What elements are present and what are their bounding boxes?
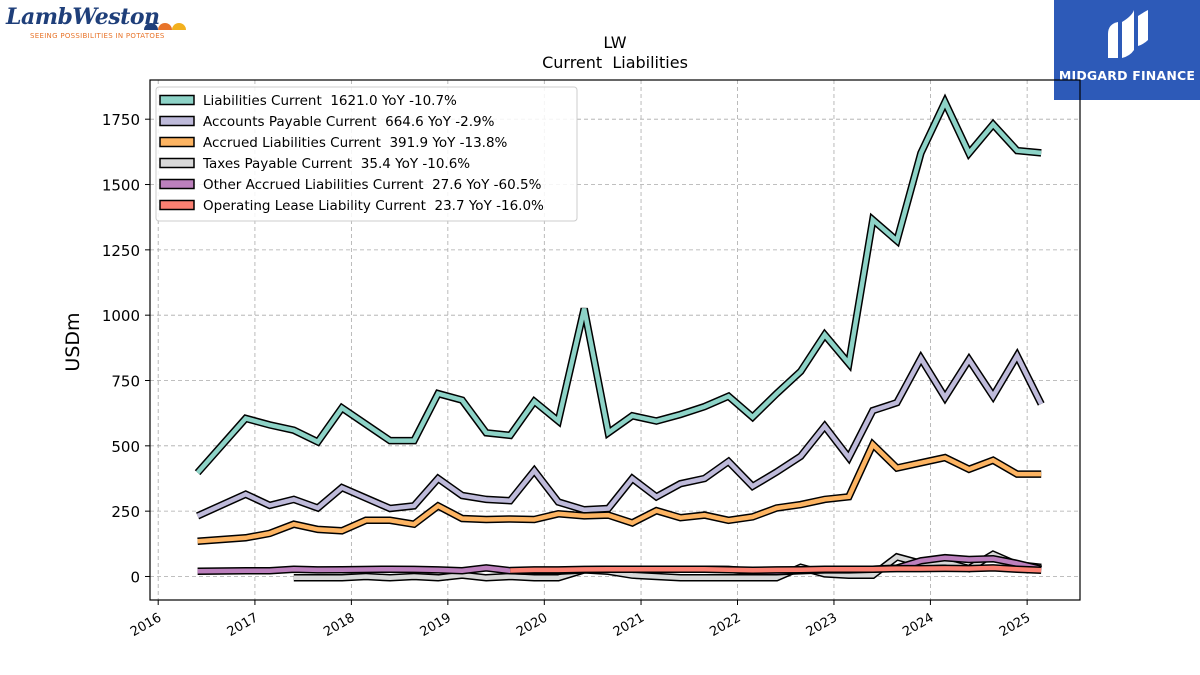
y-tick-label: 0 xyxy=(130,568,140,586)
legend-label: Accrued Liabilities Current 391.9 YoY -1… xyxy=(203,135,508,151)
y-tick-label: 1000 xyxy=(102,307,140,325)
partner-logo-text: MIDGARD FINANCE xyxy=(1058,68,1196,83)
x-tick-label: 2019 xyxy=(418,610,454,640)
legend-label: Liabilities Current 1621.0 YoY -10.7% xyxy=(203,93,457,109)
legend-swatch xyxy=(159,157,195,169)
logo-dots-icon xyxy=(144,23,186,30)
legend-label: Other Accrued Liabilities Current 27.6 Y… xyxy=(203,177,542,193)
plot-frame xyxy=(149,79,1081,601)
legend-label: Taxes Payable Current 35.4 YoY -10.6% xyxy=(202,156,470,172)
chart-subtitle: Current Liabilities xyxy=(542,53,688,72)
legend-label: Accounts Payable Current 664.6 YoY -2.9% xyxy=(203,114,495,130)
x-tick-label: 2020 xyxy=(514,610,550,640)
y-axis-label: USDm xyxy=(62,312,84,371)
midgard-emblem-icon xyxy=(1108,10,1148,58)
y-tick-label: 250 xyxy=(111,503,140,521)
company-logo-text: LambWeston xyxy=(6,4,160,30)
series-6 xyxy=(510,564,1042,575)
y-tick-label: 1750 xyxy=(102,111,140,129)
series-line xyxy=(196,351,1044,518)
x-tick-label: 2018 xyxy=(321,610,357,640)
x-tick-label: 2017 xyxy=(225,610,261,640)
legend-swatch xyxy=(159,199,195,211)
series-2 xyxy=(196,347,1045,520)
series-line xyxy=(195,96,1042,475)
midgard-finance-logo: MIDGARD FINANCE xyxy=(1054,0,1200,100)
x-tick-label: 2021 xyxy=(611,610,647,640)
legend: Liabilities Current 1621.0 YoY -10.7% Acc… xyxy=(155,86,578,222)
legend-swatch xyxy=(159,115,195,127)
legend-swatch xyxy=(159,178,195,190)
x-axis-ticks: 2016 2017 2018 2019 2020 2021 2022 2023 2024 2025 xyxy=(128,600,1033,640)
x-tick-label: 2025 xyxy=(997,610,1033,640)
x-tick-label: 2022 xyxy=(707,610,743,640)
y-tick-label: 1250 xyxy=(102,242,140,260)
series-line xyxy=(197,440,1042,544)
legend-swatch xyxy=(159,136,195,148)
chart-title: LW xyxy=(603,33,626,52)
y-tick-label: 750 xyxy=(111,373,140,391)
x-tick-label: 2016 xyxy=(128,610,164,640)
y-axis-ticks: 0 250 500 750 1000 1250 1500 1750 xyxy=(102,111,150,586)
series-line xyxy=(510,565,1042,573)
x-tick-label: 2023 xyxy=(804,610,840,640)
series-lines xyxy=(194,93,1045,582)
legend-swatch xyxy=(159,94,195,106)
y-tick-label: 1500 xyxy=(102,177,140,195)
lambweston-logo: LambWeston SEEING POSSIBILITIES IN POTAT… xyxy=(4,4,194,44)
series-3 xyxy=(197,438,1042,545)
company-tagline: SEEING POSSIBILITIES IN POTATOES xyxy=(30,32,165,40)
series-1 xyxy=(194,93,1042,476)
legend-box xyxy=(155,86,578,222)
y-tick-label: 500 xyxy=(111,438,140,456)
legend-label: Operating Lease Liability Current 23.7 Y… xyxy=(203,198,544,214)
x-tick-label: 2024 xyxy=(900,610,936,640)
